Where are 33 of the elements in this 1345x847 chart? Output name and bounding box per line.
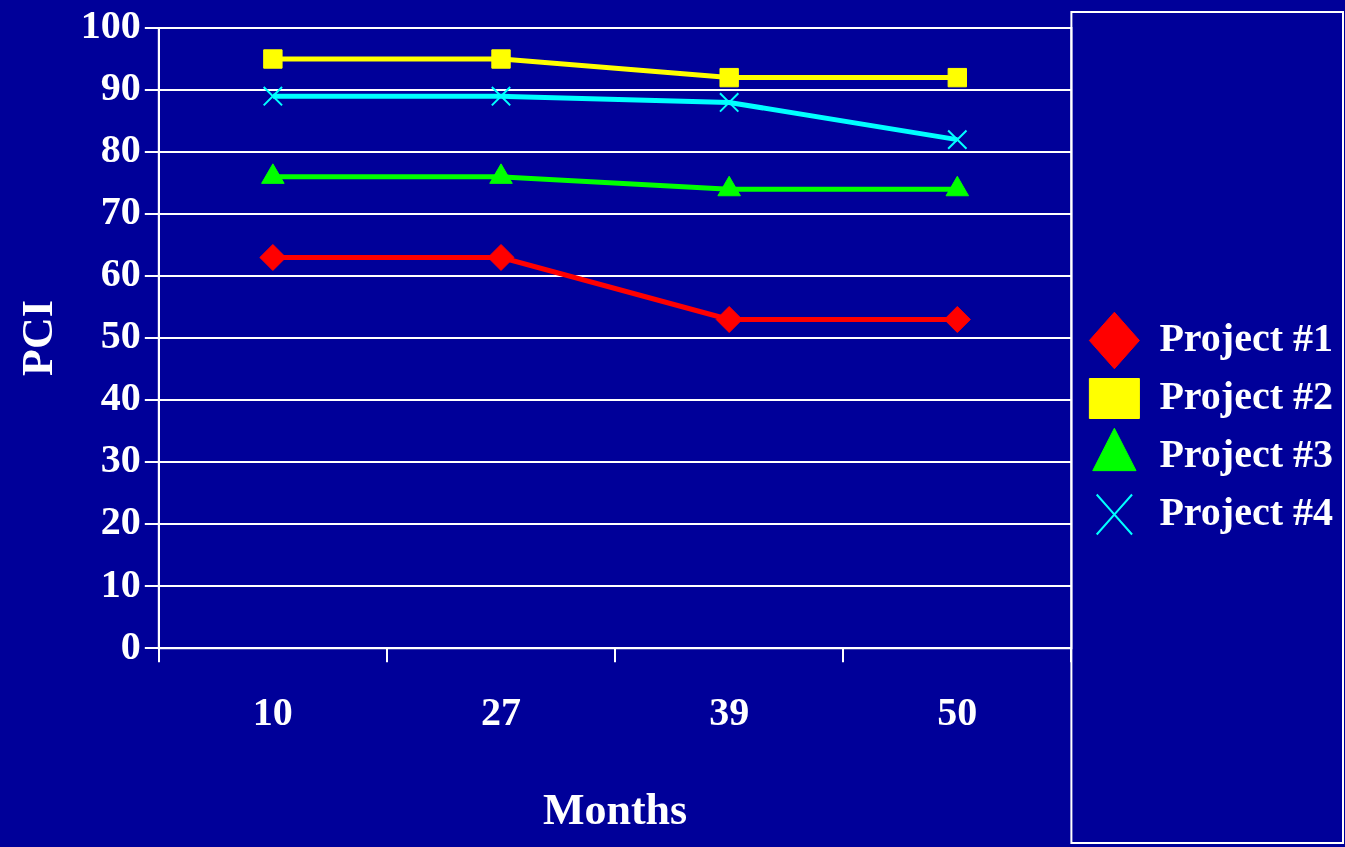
y-tick-label: 80 (100, 126, 141, 172)
point (947, 67, 968, 88)
x-tick-label: 50 (937, 688, 978, 734)
legend-label: Project #4 (1159, 488, 1334, 534)
point (262, 86, 284, 107)
point (487, 243, 515, 271)
x-tick-label: 10 (252, 688, 293, 734)
x-tick-label: 27 (481, 688, 522, 734)
point (943, 305, 971, 333)
y-tick-label: 20 (100, 498, 141, 544)
y-tick-label: 50 (100, 312, 141, 358)
x-tick-label: 39 (709, 688, 750, 734)
point (263, 49, 283, 69)
legend-label: Project #3 (1159, 430, 1334, 476)
legend-label: Project #1 (1159, 314, 1334, 360)
x-axis-title: Months (542, 784, 688, 834)
y-axis-title: PCI (12, 300, 62, 376)
point (491, 49, 511, 69)
y-tick-label: 90 (100, 64, 141, 110)
y-tick-label: 0 (120, 622, 141, 668)
y-tick-label: 100 (80, 2, 141, 48)
point (718, 92, 740, 113)
point (259, 243, 287, 271)
y-tick-label: 10 (100, 560, 141, 606)
point (490, 86, 512, 107)
y-tick-label: 60 (100, 250, 141, 296)
y-tick-label: 70 (100, 188, 141, 234)
point (715, 305, 743, 333)
y-tick-label: 30 (100, 436, 141, 482)
legend-label: Project #2 (1159, 372, 1334, 418)
point (947, 129, 968, 150)
y-tick-label: 40 (100, 374, 141, 420)
point (719, 67, 739, 88)
